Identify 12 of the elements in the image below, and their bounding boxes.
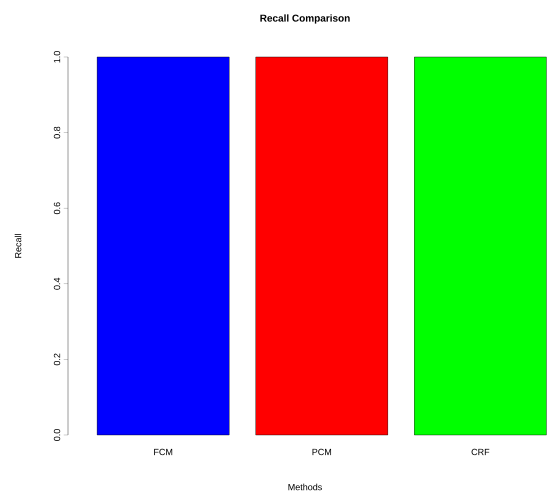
- y-tick-label: 0.6: [54, 202, 60, 214]
- y-tick-label: 0.4: [54, 278, 60, 290]
- x-tick-label: PCM: [312, 448, 332, 456]
- y-tick-label: 0.2: [54, 354, 60, 366]
- y-tick-label: 1.0: [54, 51, 60, 63]
- y-tick-label: 0.8: [54, 126, 60, 138]
- y-tick-label: 0.0: [54, 429, 60, 441]
- y-axis-title: Recall: [14, 234, 22, 258]
- x-tick-label: CRF: [472, 448, 490, 456]
- x-axis-title: Methods: [288, 484, 322, 490]
- x-tick-label: FCM: [154, 448, 172, 456]
- chart-title: Recall Comparison: [260, 14, 350, 24]
